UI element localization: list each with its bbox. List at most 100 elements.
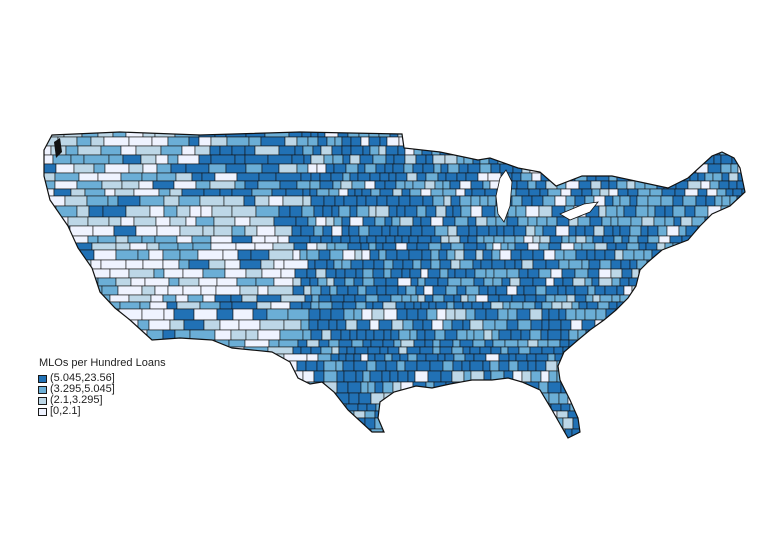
- county-region: [365, 294, 379, 303]
- county-region: [361, 308, 373, 321]
- county-region: [306, 268, 317, 279]
- county-region: [498, 353, 510, 362]
- county-region: [499, 249, 512, 261]
- county-region: [323, 360, 337, 372]
- county-region: [705, 195, 716, 207]
- county-region: [523, 285, 537, 296]
- county-region: [492, 277, 503, 287]
- county-region: [183, 319, 205, 331]
- county-region: [341, 225, 350, 237]
- county-region: [103, 136, 130, 147]
- county-region: [362, 339, 372, 348]
- county-region: [591, 188, 601, 197]
- county-region: [493, 268, 508, 279]
- county-region: [430, 249, 440, 261]
- county-region: [445, 285, 458, 296]
- county-region: [331, 225, 343, 237]
- county-region: [371, 308, 385, 321]
- county-region: [519, 277, 534, 287]
- county-region: [369, 145, 380, 156]
- county-region: [77, 145, 102, 156]
- county-region: [342, 360, 355, 372]
- county-region: [535, 285, 547, 296]
- county-region: [707, 163, 722, 174]
- county-region: [296, 136, 309, 147]
- county-region: [93, 249, 117, 261]
- county-region: [594, 285, 606, 296]
- county-region: [486, 216, 497, 227]
- county-region: [497, 308, 509, 321]
- county-region: [219, 145, 233, 156]
- county-region: [256, 225, 276, 237]
- county-region: [588, 259, 601, 270]
- county-region: [310, 301, 320, 310]
- county-region: [407, 353, 418, 362]
- county-region: [182, 285, 202, 296]
- county-region: [617, 216, 632, 227]
- county-region: [479, 163, 492, 174]
- county-region: [440, 370, 453, 383]
- county-region: [330, 172, 344, 182]
- county-region: [294, 145, 304, 156]
- county-region: [383, 308, 398, 321]
- county-region: [326, 259, 335, 270]
- county-region: [456, 329, 468, 341]
- county-region: [167, 136, 190, 147]
- county-region: [510, 329, 522, 341]
- county-region: [669, 235, 683, 244]
- county-region: [447, 268, 456, 279]
- county-region: [447, 277, 462, 287]
- county-region: [338, 339, 353, 348]
- county-region: [364, 163, 377, 174]
- county-region: [303, 285, 312, 296]
- county-region: [494, 319, 508, 331]
- county-region: [420, 301, 430, 310]
- county-region: [138, 180, 154, 190]
- county-region: [360, 353, 369, 362]
- county-region: [605, 205, 618, 218]
- county-region: [375, 360, 387, 372]
- county-region: [368, 225, 383, 237]
- county-region: [584, 308, 597, 321]
- county-region: [354, 249, 363, 261]
- county-region: [278, 163, 298, 174]
- county-region: [599, 259, 612, 270]
- county-region: [448, 235, 461, 244]
- county-region: [90, 136, 105, 147]
- county-region: [260, 259, 275, 270]
- county-region: [285, 188, 304, 197]
- county-region: [616, 285, 625, 296]
- county-region: [328, 319, 338, 331]
- county-region: [706, 188, 718, 197]
- county-region: [341, 145, 352, 156]
- county-region: [319, 180, 334, 190]
- county-region: [628, 235, 639, 244]
- county-region: [351, 339, 364, 348]
- county-region: [173, 180, 197, 190]
- county-region: [336, 370, 345, 383]
- county-region: [378, 249, 387, 261]
- county-region: [483, 235, 495, 244]
- county-region: [354, 188, 363, 197]
- county-region: [548, 308, 560, 321]
- county-region: [664, 216, 675, 227]
- county-region: [560, 329, 570, 341]
- county-region: [473, 329, 485, 341]
- county-region: [267, 154, 293, 165]
- county-region: [695, 195, 707, 207]
- county-region: [571, 301, 580, 310]
- county-region: [604, 249, 616, 261]
- legend-item-3: (2.1,3.295]: [38, 395, 166, 406]
- county-region: [167, 285, 184, 296]
- county-region: [479, 346, 492, 355]
- county-region: [245, 268, 263, 279]
- county-region: [433, 163, 442, 174]
- county-region: [474, 268, 487, 279]
- county-region: [682, 195, 697, 207]
- county-region: [647, 235, 660, 244]
- county-region: [338, 346, 348, 355]
- county-region: [202, 225, 215, 237]
- county-region: [141, 172, 158, 182]
- county-region: [307, 136, 319, 147]
- county-region: [156, 163, 172, 174]
